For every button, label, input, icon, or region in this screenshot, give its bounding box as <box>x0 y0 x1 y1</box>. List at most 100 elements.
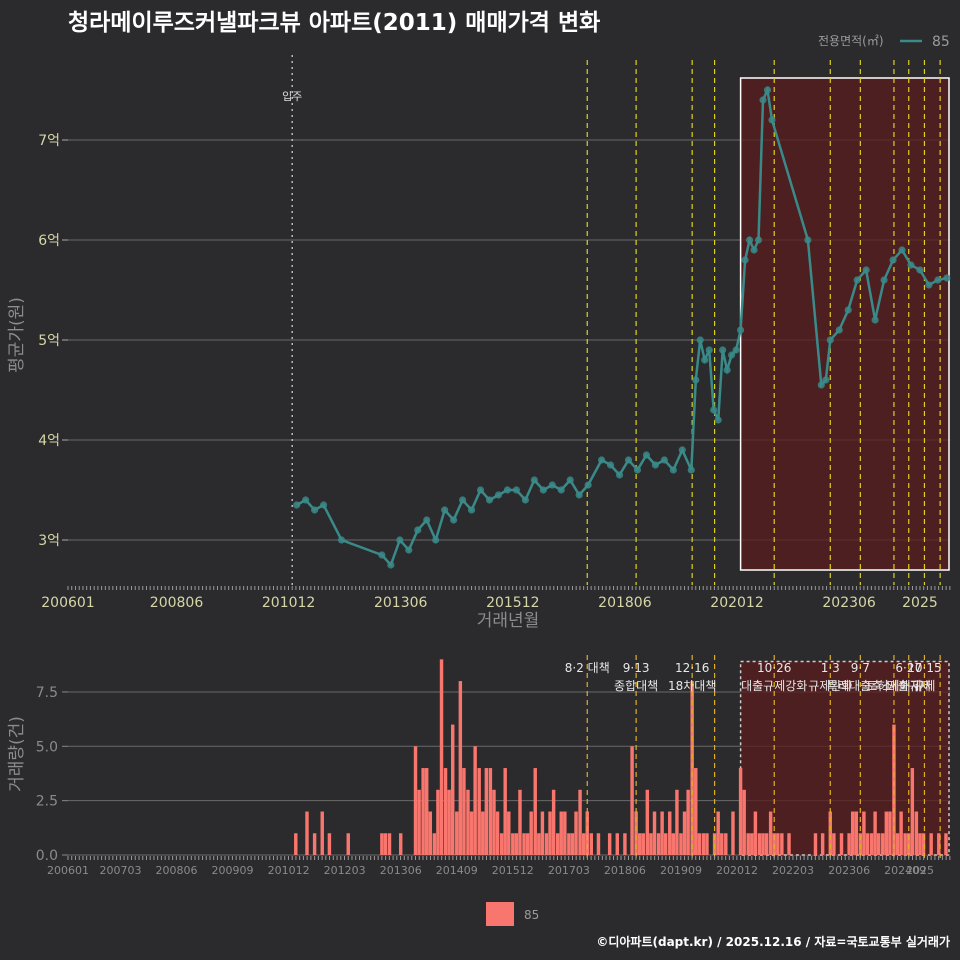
volume-bar <box>514 833 519 855</box>
price-x-tick-label: 201012 <box>262 595 315 611</box>
price-x-tick-label: 2025 <box>902 595 938 611</box>
volume-bar <box>881 833 885 855</box>
legend-bottom: 85 <box>486 902 539 926</box>
price-x-tick-label: 202012 <box>710 595 763 611</box>
legend-top-title: 전용면적(㎡) <box>818 34 884 48</box>
volume-bar <box>312 833 317 855</box>
volume-bar <box>346 833 350 855</box>
volume-bar <box>623 833 627 855</box>
volume-bar <box>839 833 844 855</box>
volume-x-tick-label: 202012 <box>716 864 758 877</box>
volume-bar <box>398 833 403 855</box>
volume-bar <box>716 811 720 855</box>
volume-bar <box>892 724 896 855</box>
chart-title: 청라메이루즈커낼파크뷰 아파트(2011) 매매가격 변화 <box>68 10 600 36</box>
price-x-tick-label: 200601 <box>41 595 94 611</box>
policy-label: 9·7 <box>851 661 870 675</box>
volume-bar <box>417 789 421 855</box>
volume-y-axis-label: 거래량(건) <box>7 716 27 792</box>
policy-label: 규제 <box>913 679 935 693</box>
volume-bar <box>675 789 679 855</box>
volume-x-tick-label: 200909 <box>212 864 254 877</box>
volume-bar <box>428 811 433 855</box>
volume-bar <box>731 811 735 855</box>
volume-x-tick-label: 201203 <box>324 864 366 877</box>
volume-bar <box>671 833 676 855</box>
volume-x-tick-label: 202306 <box>828 864 870 877</box>
volume-bar <box>548 811 552 855</box>
volume-bar <box>910 768 915 855</box>
price-policy-lines <box>586 60 941 585</box>
volume-bar <box>720 833 724 855</box>
price-x-tick-label: 201512 <box>486 595 539 611</box>
volume-bar <box>462 768 466 855</box>
volume-bar <box>776 833 780 855</box>
volume-bar <box>492 789 496 855</box>
price-x-rug <box>67 586 951 590</box>
volume-bar <box>697 833 702 855</box>
price-x-tick-label: 200806 <box>150 595 204 611</box>
volume-bar <box>764 833 769 855</box>
volume-bar <box>447 789 451 855</box>
policy-label: 12·16 <box>675 661 709 675</box>
policy-label: 8·2 대책 <box>565 660 610 675</box>
volume-bar <box>499 833 504 855</box>
price-x-tick-label: 202306 <box>822 595 876 611</box>
volume-bar <box>466 789 470 855</box>
policy-label: 종합대책 <box>614 678 658 693</box>
volume-bar <box>443 768 448 855</box>
volume-bar <box>686 789 690 855</box>
volume-bar <box>458 681 463 855</box>
volume-x-tick-label: 201409 <box>436 864 478 877</box>
volume-bar <box>507 811 511 855</box>
volume-bar <box>578 789 582 855</box>
volume-bar <box>694 768 698 855</box>
volume-bar <box>668 811 672 855</box>
volume-y-tick-label: 0.0 <box>36 848 58 864</box>
volume-bar <box>873 811 877 855</box>
volume-bar <box>630 746 634 855</box>
volume-bar <box>813 833 818 855</box>
volume-bar <box>921 833 926 855</box>
volume-bar <box>701 833 706 855</box>
volume-x-tick-label: 200806 <box>156 864 198 877</box>
legend-bottom-label: 85 <box>524 908 539 922</box>
volume-bar <box>929 833 933 855</box>
volume-bar <box>944 833 948 855</box>
policy-label: 규제완화 <box>808 679 852 693</box>
policy-label: 10·15 <box>907 661 941 675</box>
volume-x-tick-label: 201512 <box>492 864 534 877</box>
volume-bar <box>473 746 477 855</box>
volume-bar <box>495 811 500 855</box>
volume-bar <box>656 833 661 855</box>
volume-bar <box>511 833 515 855</box>
volume-x-tick-label: 201012 <box>268 864 310 877</box>
price-x-axis-label: 거래년월 <box>477 611 540 631</box>
volume-bar <box>914 811 919 855</box>
volume-bar <box>567 833 571 855</box>
volume-bar <box>854 811 859 855</box>
volume-bar <box>503 768 507 855</box>
volume-x-tick-label: 200601 <box>47 864 89 877</box>
volume-bar <box>645 789 650 855</box>
volume-bar <box>895 833 900 855</box>
volume-bar <box>529 811 533 855</box>
volume-x-tick-label: 201806 <box>604 864 646 877</box>
volume-bar <box>425 768 429 855</box>
volume-bar <box>451 724 455 855</box>
policy-label: 대출규제 <box>887 679 931 693</box>
price-highlight-box <box>739 77 950 571</box>
volume-bar <box>518 789 522 855</box>
volume-bar <box>918 833 922 855</box>
volume-y-tick-label: 7.5 <box>36 685 58 701</box>
volume-bar <box>828 811 832 855</box>
volume-bar <box>757 833 762 855</box>
volume-bar <box>551 789 556 855</box>
volume-x-tick-label: 201703 <box>548 864 590 877</box>
volume-bar <box>477 768 481 855</box>
price-y-axis-label: 평균가(원) <box>7 297 27 373</box>
volume-bar <box>937 833 941 855</box>
volume-x-tick-label: 201306 <box>380 864 422 877</box>
price-x-tick-label: 201306 <box>374 595 428 611</box>
